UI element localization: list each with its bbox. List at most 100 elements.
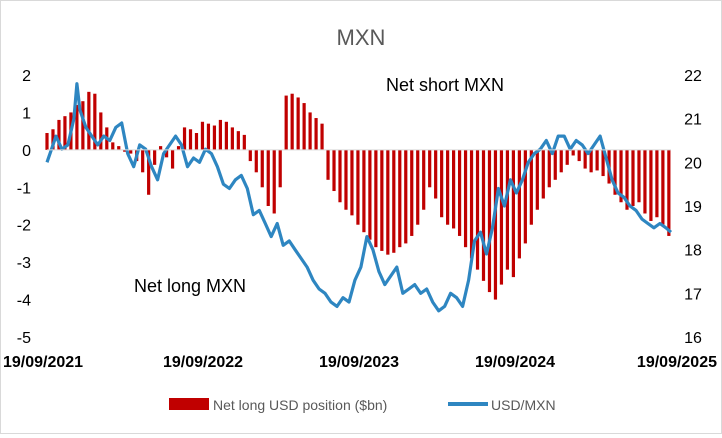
bar-91 [589, 149, 593, 173]
bar-57 [386, 149, 390, 255]
bar-7 [87, 91, 91, 150]
bar-72 [475, 149, 480, 270]
bar-3 [63, 116, 67, 150]
left-tick-0: 2 [22, 68, 31, 85]
bar-17 [147, 149, 151, 195]
bar-96 [619, 149, 623, 203]
bar-87 [565, 149, 569, 165]
bar-13 [123, 149, 127, 152]
bar-100 [643, 149, 647, 214]
bar-27 [206, 123, 211, 150]
bar-35 [254, 149, 258, 173]
bar-90 [583, 149, 587, 169]
bar-63 [422, 149, 426, 210]
bar-101 [649, 149, 653, 221]
bar-70 [463, 149, 468, 248]
bar-69 [457, 149, 462, 236]
bar-93 [601, 149, 605, 177]
bar-85 [553, 149, 557, 180]
left-tick-7: -5 [17, 330, 31, 347]
bar-92 [595, 149, 599, 171]
bar-22 [176, 146, 181, 150]
right-tick-2: 20 [684, 155, 702, 172]
right-axis-ticks: 22 21 20 19 18 17 16 [684, 68, 702, 347]
bar-25 [194, 133, 199, 150]
right-tick-4: 18 [684, 243, 702, 260]
bar-40 [284, 95, 288, 150]
bar-60 [404, 149, 408, 244]
bar-75 [493, 149, 498, 300]
bar-58 [392, 149, 396, 253]
bar-42 [296, 97, 300, 150]
bar-34 [248, 149, 252, 162]
bar-88 [571, 149, 575, 156]
bar-23 [182, 127, 187, 150]
bar-33 [242, 134, 246, 150]
bar-54 [368, 149, 372, 240]
line-layer [45, 82, 673, 313]
bar-12 [117, 146, 121, 150]
bar-31 [230, 127, 234, 150]
bar-14 [129, 149, 133, 154]
left-tick-1: 1 [22, 105, 31, 122]
left-tick-3: -1 [17, 180, 31, 197]
bar-16 [141, 149, 145, 173]
bar-66 [440, 149, 444, 218]
left-axis-ticks: 2 1 0 -1 -2 -3 -4 -5 [17, 68, 31, 347]
bar-2 [57, 119, 61, 150]
bar-49 [338, 149, 342, 203]
bar-61 [410, 149, 414, 236]
bar-65 [434, 149, 438, 199]
bar-76 [499, 149, 504, 285]
bar-5 [75, 104, 79, 150]
bar-19 [159, 146, 163, 150]
bar-68 [452, 149, 456, 229]
bars-layer [45, 91, 671, 300]
bar-73 [481, 149, 486, 281]
legend-bar-label: Net long USD position ($bn) [213, 397, 387, 413]
bar-97 [625, 149, 629, 210]
annotation-net-long: Net long MXN [134, 276, 246, 296]
right-tick-6: 16 [684, 330, 702, 347]
x-tick-1: 19/09/2022 [163, 354, 243, 371]
left-tick-4: -2 [17, 218, 31, 235]
bar-83 [541, 149, 545, 199]
bar-8 [93, 93, 97, 150]
bar-86 [559, 149, 563, 173]
bar-30 [224, 121, 228, 150]
left-tick-2: 0 [22, 143, 31, 160]
bar-51 [350, 149, 354, 216]
bar-81 [529, 149, 533, 225]
bar-71 [469, 149, 474, 259]
legend-bar-swatch [169, 398, 209, 410]
right-tick-1: 21 [684, 112, 702, 129]
bar-103 [661, 149, 665, 225]
bar-41 [290, 93, 294, 150]
bar-24 [188, 129, 193, 150]
legend: Net long USD position ($bn) USD/MXN [169, 397, 556, 413]
bar-78 [511, 149, 515, 278]
bar-46 [320, 123, 324, 150]
bar-32 [236, 131, 240, 150]
bar-89 [577, 149, 581, 162]
bar-38 [272, 149, 276, 214]
chart-title: MXN [337, 25, 386, 50]
bar-18 [153, 149, 157, 165]
bar-82 [535, 149, 539, 210]
bar-39 [278, 149, 282, 188]
bar-53 [362, 149, 366, 233]
bar-74 [487, 149, 492, 293]
bar-37 [266, 149, 270, 206]
bar-0 [45, 133, 49, 150]
bar-1 [51, 129, 55, 150]
bar-80 [523, 149, 527, 244]
x-tick-2: 19/09/2023 [319, 354, 399, 371]
bar-59 [398, 149, 402, 248]
bar-36 [260, 149, 264, 188]
x-tick-4: 19/09/2025 [637, 354, 717, 371]
bar-79 [517, 149, 521, 259]
bar-29 [218, 119, 223, 150]
bar-26 [200, 121, 205, 150]
bar-9 [99, 112, 103, 150]
